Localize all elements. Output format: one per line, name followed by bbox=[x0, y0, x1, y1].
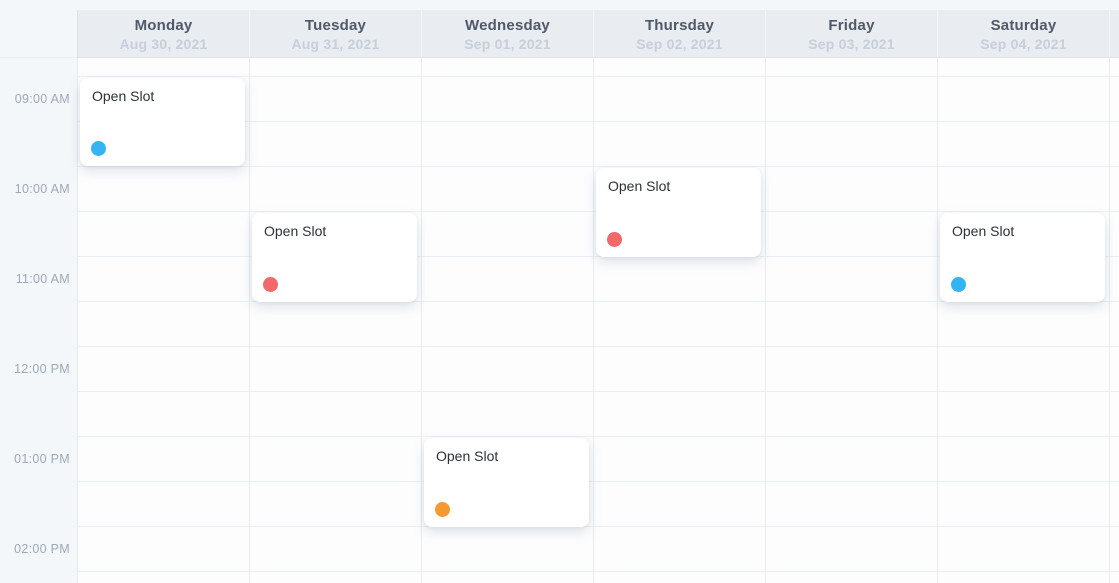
event-card-open-slot[interactable]: Open Slot bbox=[252, 213, 417, 302]
event-status-dot-icon bbox=[91, 141, 106, 156]
time-label: 11:00 AM bbox=[15, 272, 70, 286]
event-label: Open Slot bbox=[608, 178, 671, 194]
day-header: Wednesday Sep 01, 2021 bbox=[421, 10, 593, 58]
time-label: 09:00 AM bbox=[14, 92, 70, 106]
day-name: Thursday bbox=[644, 17, 715, 34]
event-status-dot-icon bbox=[607, 232, 622, 247]
event-card-open-slot[interactable]: Open Slot bbox=[80, 78, 245, 166]
day-column: Friday Sep 03, 2021 bbox=[765, 10, 937, 583]
day-name: Saturday bbox=[990, 17, 1057, 34]
day-column: Tuesday Aug 31, 2021 bbox=[249, 10, 421, 583]
day-grid-slots[interactable] bbox=[1109, 77, 1119, 583]
day-date: Aug 31, 2021 bbox=[291, 36, 380, 52]
day-date: Sep 04, 2021 bbox=[980, 36, 1067, 52]
day-name: Tuesday bbox=[304, 17, 367, 34]
day-name: Friday bbox=[828, 17, 875, 34]
event-status-dot-icon bbox=[263, 277, 278, 292]
event-label: Open Slot bbox=[436, 448, 499, 464]
day-grid-slots[interactable] bbox=[593, 77, 765, 583]
day-grid-gap bbox=[937, 58, 1109, 77]
event-card-open-slot[interactable]: Open Slot bbox=[940, 213, 1105, 302]
day-header: Saturday Sep 04, 2021 bbox=[937, 10, 1109, 58]
time-label: 02:00 PM bbox=[14, 542, 70, 556]
day-grid-slots[interactable] bbox=[765, 77, 937, 583]
time-label: 10:00 AM bbox=[14, 182, 70, 196]
day-header: Tuesday Aug 31, 2021 bbox=[249, 10, 421, 58]
day-grid-gap bbox=[421, 58, 593, 77]
event-label: Open Slot bbox=[952, 223, 1015, 239]
gutter-header-divider bbox=[0, 57, 77, 58]
day-grid-slots[interactable] bbox=[249, 77, 421, 583]
day-name: Wednesday bbox=[465, 17, 550, 34]
time-label: 01:00 PM bbox=[14, 452, 70, 466]
day-date: Sep 02, 2021 bbox=[636, 36, 723, 52]
event-status-dot-icon bbox=[435, 502, 450, 517]
day-header: Monday Aug 30, 2021 bbox=[77, 10, 249, 58]
day-grid-gap bbox=[249, 58, 421, 77]
day-date: Aug 30, 2021 bbox=[119, 36, 208, 52]
day-column: Saturday Sep 04, 2021 bbox=[937, 10, 1109, 583]
day-date: Sep 03, 2021 bbox=[808, 36, 895, 52]
day-header bbox=[1109, 10, 1119, 58]
time-label: 12:00 PM bbox=[14, 362, 70, 376]
day-grid-slots[interactable] bbox=[937, 77, 1109, 583]
day-grid-gap bbox=[1109, 58, 1119, 77]
day-grid-gap bbox=[593, 58, 765, 77]
day-grid-gap bbox=[77, 58, 249, 77]
event-card-open-slot[interactable]: Open Slot bbox=[596, 168, 761, 257]
day-column: Thursday Sep 02, 2021 bbox=[593, 10, 765, 583]
event-card-open-slot[interactable]: Open Slot bbox=[424, 438, 589, 527]
day-header: Thursday Sep 02, 2021 bbox=[593, 10, 765, 58]
day-column bbox=[1109, 10, 1119, 583]
day-name: Monday bbox=[134, 17, 193, 34]
day-date: Sep 01, 2021 bbox=[464, 36, 551, 52]
event-status-dot-icon bbox=[951, 277, 966, 292]
event-label: Open Slot bbox=[92, 88, 155, 104]
day-header: Friday Sep 03, 2021 bbox=[765, 10, 937, 58]
day-grid-gap bbox=[765, 58, 937, 77]
event-label: Open Slot bbox=[264, 223, 327, 239]
